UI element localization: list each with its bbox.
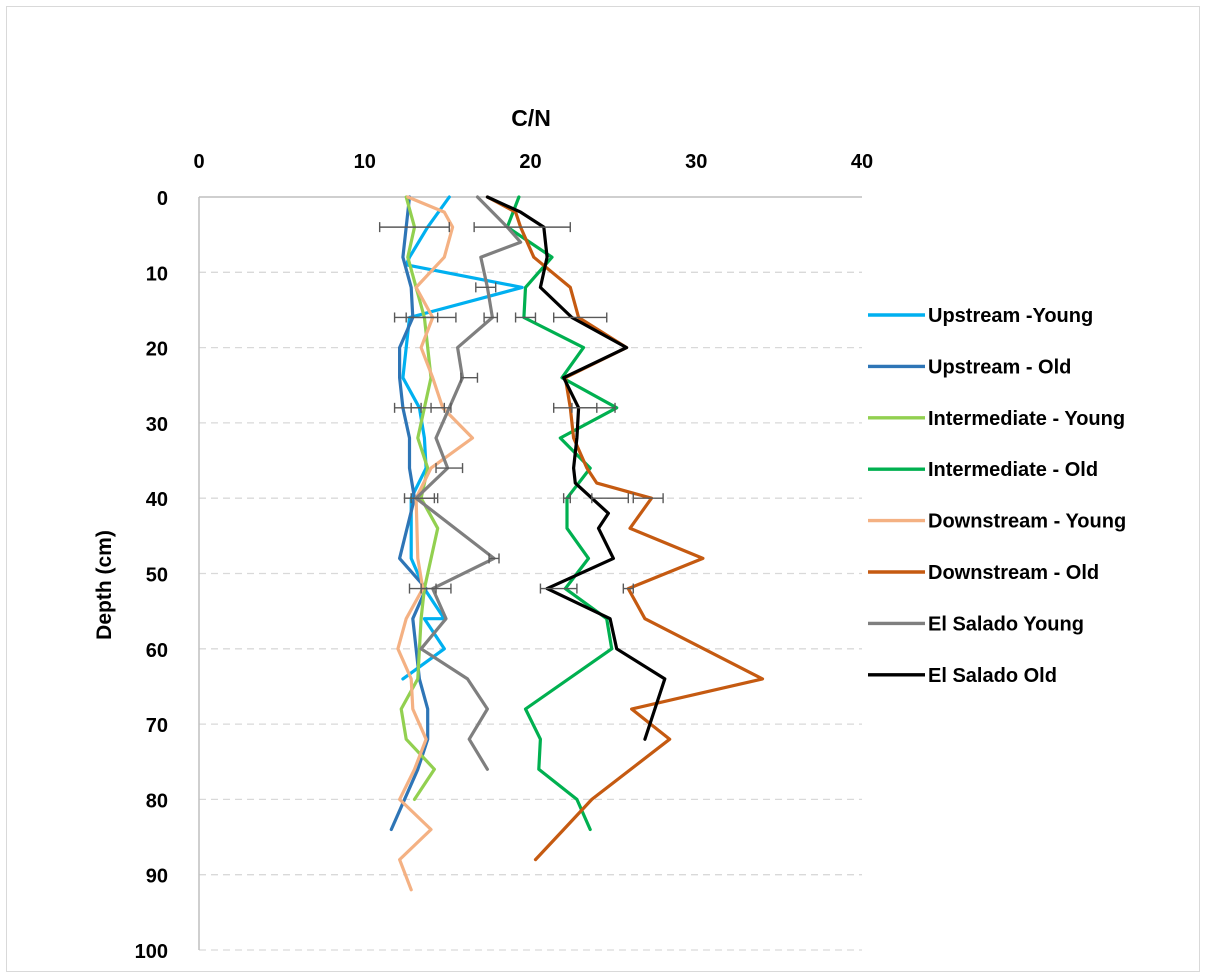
- series-line-el-salado-old: [485, 195, 667, 741]
- legend-entry: Intermediate - Old: [868, 459, 1098, 481]
- legend-entry: El Salado Young: [868, 613, 1084, 635]
- y-tick-label: 70: [146, 715, 168, 737]
- y-tick-label: 40: [146, 489, 168, 511]
- legend-label: Upstream -Young: [928, 305, 1093, 327]
- legend-entry: Intermediate - Young: [868, 408, 1125, 430]
- x-tick-label: 0: [193, 151, 204, 173]
- x-tick-label: 20: [519, 151, 541, 173]
- legend-label: Downstream - Young: [928, 511, 1126, 533]
- legend-entry: Upstream -Young: [868, 305, 1093, 327]
- legend-entry: El Salado Old: [868, 665, 1057, 687]
- y-tick-label: 100: [135, 941, 168, 963]
- y-tick-label: 30: [146, 414, 168, 436]
- error-bar: [473, 222, 571, 233]
- legend-entry: Downstream - Young: [868, 511, 1126, 533]
- legend-label: El Salado Old: [928, 665, 1057, 687]
- error-bar: [514, 312, 537, 323]
- chart-frame: [6, 6, 1200, 972]
- error-bar: [622, 583, 634, 594]
- error-bar: [562, 493, 571, 504]
- error-bar: [435, 463, 464, 474]
- x-tick-label: 30: [685, 151, 707, 173]
- error-bar: [430, 402, 452, 413]
- error-bar: [405, 312, 457, 323]
- series-line-upstream-old: [389, 195, 430, 832]
- legend-entry: Downstream - Old: [868, 562, 1099, 584]
- error-bar: [475, 282, 497, 293]
- tick-labels: 0 10 20 30 40 50 60 70 80 90 100 0 10 20 30 40: [135, 151, 874, 963]
- legend-label: Intermediate - Young: [928, 408, 1125, 430]
- x-tick-label: 10: [354, 151, 376, 173]
- error-bar: [571, 402, 616, 413]
- series-line-upstream-young: [401, 195, 524, 681]
- error-bar: [553, 312, 608, 323]
- x-axis-title: C/N: [511, 105, 551, 131]
- series-lines: [389, 195, 765, 892]
- y-tick-label: 80: [146, 790, 168, 812]
- legend-label: Downstream - Old: [928, 562, 1099, 584]
- x-tick-label: 40: [851, 151, 873, 173]
- legend-entry: Upstream - Old: [868, 356, 1071, 378]
- y-tick-label: 20: [146, 339, 168, 361]
- error-bar: [539, 583, 578, 594]
- error-bar: [378, 222, 450, 233]
- y-tick-label: 0: [157, 188, 168, 210]
- y-tick-label: 60: [146, 640, 168, 662]
- error-bar: [488, 553, 500, 564]
- legend-label: Upstream - Old: [928, 356, 1071, 378]
- legend-label: Intermediate - Old: [928, 459, 1098, 481]
- y-tick-label: 10: [146, 263, 168, 285]
- series-line-downstream-young: [396, 195, 475, 892]
- error-bar: [483, 312, 499, 323]
- series-line-downstream-old: [485, 195, 765, 862]
- error-bar: [460, 372, 479, 383]
- y-axis-title: Depth (cm): [93, 530, 116, 640]
- error-bar: [591, 493, 629, 504]
- series-line-el-salado-young: [414, 195, 523, 771]
- y-tick-label: 90: [146, 866, 168, 888]
- error-bars: [378, 222, 664, 594]
- error-bar: [410, 493, 439, 504]
- y-tick-label: 50: [146, 565, 168, 587]
- legend: Upstream -Young Upstream - Old Intermediat…: [868, 305, 1126, 687]
- error-bar: [420, 583, 452, 594]
- gridlines: [199, 271, 862, 951]
- series-line-intermediate-old: [505, 195, 619, 832]
- legend-label: El Salado Young: [928, 613, 1084, 635]
- error-bar: [632, 493, 664, 504]
- axes: [198, 196, 862, 950]
